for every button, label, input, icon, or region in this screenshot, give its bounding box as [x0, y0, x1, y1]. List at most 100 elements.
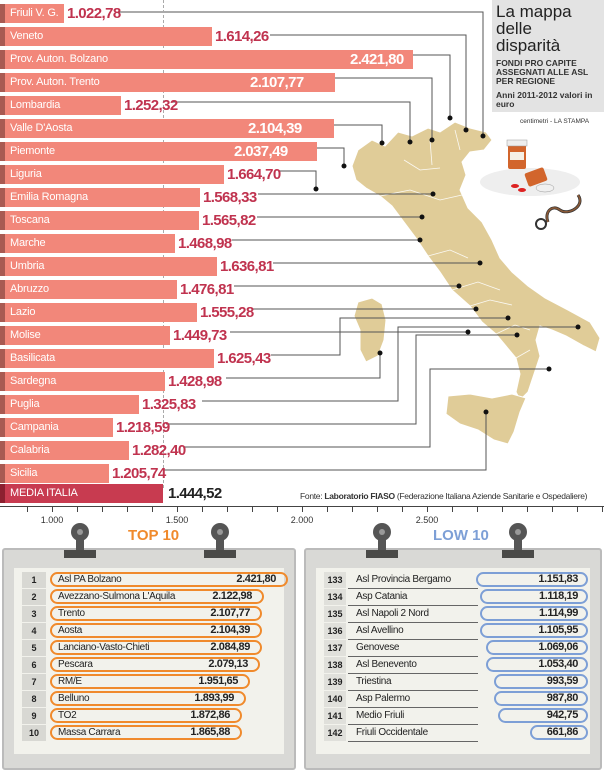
top10-paper: 1 Asl PA Bolzano 2.421,80 2 Avezzano-Sulmona… [14, 568, 288, 754]
bar-value: 2.421,80 [350, 51, 404, 68]
asl-value: 2.122,98 [212, 590, 252, 602]
bar-edge [0, 96, 5, 115]
value-pill [50, 623, 262, 638]
bar-edge [0, 4, 5, 23]
value-pill [480, 606, 588, 621]
asl-value: 2.079,13 [208, 658, 248, 670]
asl-name: Triestina [356, 676, 392, 687]
bar-value: 1.428,98 [168, 373, 222, 390]
title-box: La mappa delle disparità FONDI PRO CAPITE… [492, 0, 604, 112]
bar-value: 1.568,33 [203, 189, 257, 206]
bar-label: Puglia [10, 398, 40, 410]
bar-edge [0, 484, 5, 503]
axis-tick [177, 506, 178, 512]
bar: Marche [0, 234, 175, 253]
bar-value: 1.468,98 [178, 235, 232, 252]
bar-label: Piemonte [10, 145, 55, 157]
bar-edge [0, 142, 5, 161]
row-divider [348, 605, 478, 606]
bar-value: 1.476,81 [180, 281, 234, 298]
bar: Emilia Romagna [0, 188, 200, 207]
axis-tick-label: 1.000 [40, 515, 64, 525]
bar-label: Liguria [10, 168, 42, 180]
asl-value: 1.865,88 [190, 726, 230, 738]
asl-value: 2.107,77 [210, 607, 250, 619]
bar-edge [0, 211, 5, 230]
asl-name: TO2 [58, 710, 77, 721]
top10-row: 5 Lanciano-Vasto-Chieti 2.084,89 [14, 640, 284, 657]
bar-label: Marche [10, 237, 46, 249]
bar-edge [0, 165, 5, 184]
bar-label: Molise [10, 329, 41, 341]
bar-value: 1.625,43 [217, 350, 271, 367]
asl-value: 993,59 [546, 675, 579, 687]
axis-tick [302, 506, 303, 512]
bar-label: Umbria [10, 260, 45, 272]
asl-name: Asl Provincia Bergamo [356, 574, 451, 585]
bar-edge [0, 280, 5, 299]
low10-title: LOW 10 [433, 527, 489, 544]
bar-edge [0, 418, 5, 437]
low10-row: 135 Asl Napoli 2 Nord 1.114,99 [316, 606, 590, 623]
bar-value: 2.107,77 [250, 74, 304, 91]
bar-edge [0, 257, 5, 276]
row-divider [348, 673, 478, 674]
bar-value: 1.664,70 [227, 166, 281, 183]
asl-name: Asl PA Bolzano [58, 574, 122, 585]
axis-tick [252, 506, 253, 512]
row-divider [348, 690, 478, 691]
bar-value: 1.205,74 [112, 465, 166, 482]
media-bar: MEDIA ITALIA [0, 484, 163, 503]
axis-tick [402, 506, 403, 512]
bar-value: 1.449,73 [173, 327, 227, 344]
value-pill [50, 708, 242, 723]
row-divider [348, 639, 478, 640]
chart-title: La mappa delle disparità [496, 2, 572, 55]
italy-map-icon [118, 11, 601, 471]
asl-name: RM/E [58, 676, 82, 687]
low10-row: 136 Asl Avellino 1.105,95 [316, 623, 590, 640]
bar-label: Lazio [10, 306, 36, 318]
bar: Valle D'Aosta [0, 119, 334, 138]
rank: 133 [324, 572, 346, 588]
low10-row: 134 Asp Catania 1.118,19 [316, 589, 590, 606]
bar-edge [0, 234, 5, 253]
bar-label: Emilia Romagna [10, 191, 88, 203]
asl-value: 1.114,99 [538, 607, 578, 619]
bar-value: 1.565,82 [202, 212, 256, 229]
asl-name: Trento [58, 608, 85, 619]
asl-name: Aosta [58, 625, 83, 636]
media-label: MEDIA ITALIA [10, 487, 78, 499]
rank: 2 [22, 589, 46, 605]
asl-value: 2.421,80 [236, 573, 276, 585]
bar-value: 1.252,32 [124, 97, 178, 114]
rank: 138 [324, 657, 346, 673]
rank: 8 [22, 691, 46, 707]
bar-label: Lombardia [10, 99, 61, 111]
axis-tick [477, 506, 478, 512]
asl-name: Pescara [58, 659, 93, 670]
rank: 142 [324, 725, 346, 741]
chart-subtitle: FONDI PRO CAPITE ASSEGNATI ALLE ASL PER … [496, 58, 589, 86]
low10-row: 138 Asl Benevento 1.053,40 [316, 657, 590, 674]
bar-value: 1.636,81 [220, 258, 274, 275]
rank: 135 [324, 606, 346, 622]
value-pill [50, 657, 260, 672]
axis-tick [527, 506, 528, 512]
bar: Abruzzo [0, 280, 177, 299]
axis-tick [377, 506, 378, 512]
rank: 141 [324, 708, 346, 724]
axis-tick-label: 1.500 [165, 515, 189, 525]
bar: Sicilia [0, 464, 109, 483]
asl-name: Avezzano-Sulmona L'Aquila [58, 591, 176, 602]
value-pill [480, 623, 588, 638]
asl-name: Asl Napoli 2 Nord [356, 608, 429, 619]
row-divider [348, 656, 478, 657]
asl-value: 1.872,86 [190, 709, 230, 721]
top10-row: 7 RM/E 1.951,65 [14, 674, 284, 691]
asl-name: Asp Palermo [356, 693, 410, 704]
low10-row: 140 Asp Palermo 987,80 [316, 691, 590, 708]
axis-tick [127, 506, 128, 512]
low10-row: 139 Triestina 993,59 [316, 674, 590, 691]
axis-tick-label: 2.000 [290, 515, 314, 525]
